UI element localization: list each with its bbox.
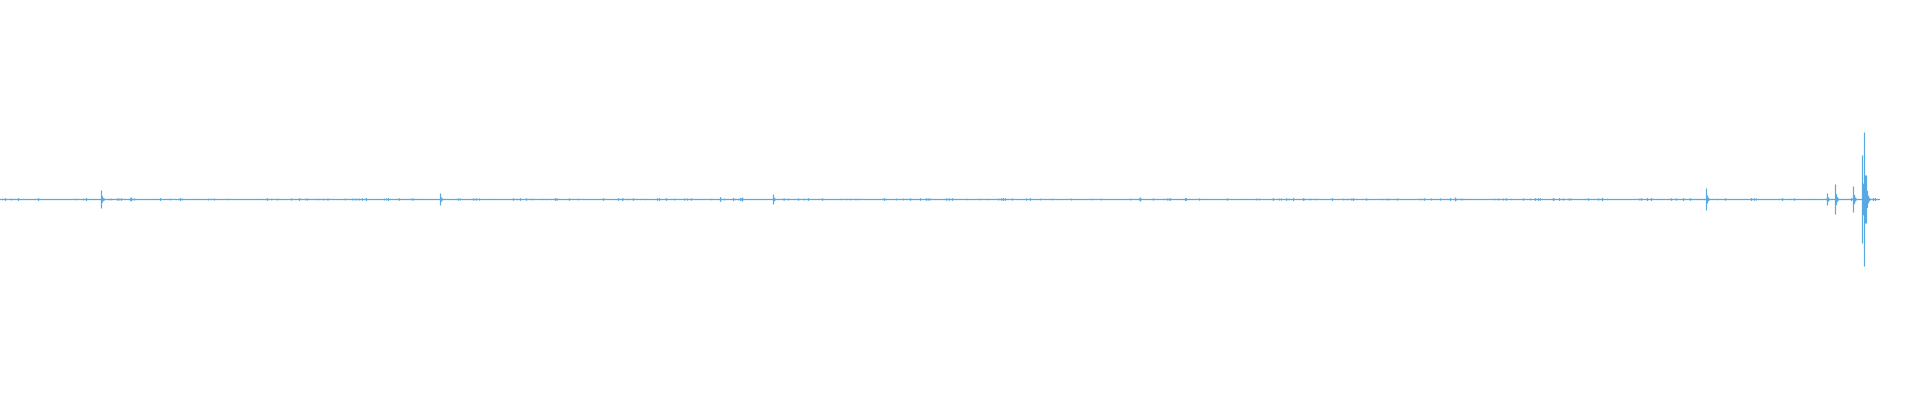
waveform-bars <box>1 132 1877 267</box>
